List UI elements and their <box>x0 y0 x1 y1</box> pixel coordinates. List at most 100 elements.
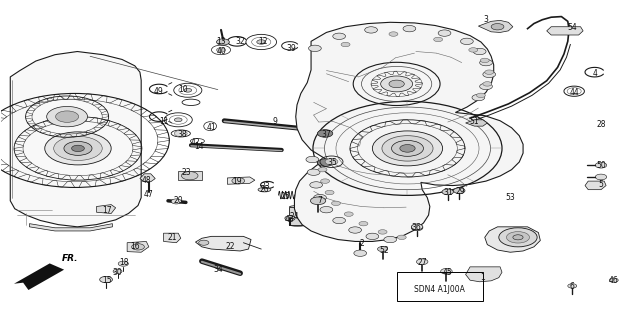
Circle shape <box>609 278 618 282</box>
Circle shape <box>320 206 333 213</box>
Circle shape <box>310 182 323 188</box>
Circle shape <box>184 88 191 92</box>
Circle shape <box>479 83 492 90</box>
Circle shape <box>285 216 295 221</box>
Circle shape <box>480 58 489 63</box>
Text: 54: 54 <box>568 23 577 32</box>
Circle shape <box>468 48 477 52</box>
Circle shape <box>232 178 244 184</box>
Text: SDN4 A1J00A: SDN4 A1J00A <box>414 285 465 294</box>
Polygon shape <box>178 171 202 180</box>
Text: 51: 51 <box>470 117 479 126</box>
Circle shape <box>397 235 406 240</box>
Text: 46: 46 <box>609 276 619 285</box>
Circle shape <box>132 244 145 250</box>
Circle shape <box>454 188 465 194</box>
Text: 36: 36 <box>411 223 420 232</box>
Circle shape <box>479 59 492 66</box>
Text: 44: 44 <box>570 88 579 97</box>
Circle shape <box>174 118 182 122</box>
Polygon shape <box>29 224 113 231</box>
Circle shape <box>308 45 321 51</box>
Circle shape <box>472 94 484 101</box>
Text: 39: 39 <box>286 44 296 53</box>
Text: 52: 52 <box>379 246 388 255</box>
Polygon shape <box>466 120 487 126</box>
Circle shape <box>476 93 485 98</box>
Polygon shape <box>466 267 502 282</box>
Text: 45: 45 <box>443 268 452 277</box>
Polygon shape <box>294 22 523 241</box>
Circle shape <box>257 40 266 44</box>
Circle shape <box>403 26 416 32</box>
Circle shape <box>483 71 495 78</box>
Circle shape <box>54 136 102 160</box>
Polygon shape <box>585 181 606 190</box>
Text: 43: 43 <box>285 215 295 224</box>
Text: 18: 18 <box>119 258 129 267</box>
Circle shape <box>325 159 338 165</box>
Circle shape <box>333 217 346 224</box>
Text: 13: 13 <box>216 38 226 47</box>
Text: 28: 28 <box>596 120 605 129</box>
Polygon shape <box>547 27 583 35</box>
Polygon shape <box>97 204 116 213</box>
Polygon shape <box>127 241 149 252</box>
Circle shape <box>483 82 492 86</box>
Circle shape <box>341 42 350 47</box>
Text: 17: 17 <box>102 206 112 215</box>
Circle shape <box>438 30 451 36</box>
Text: 49: 49 <box>154 87 163 96</box>
Polygon shape <box>484 227 540 252</box>
Circle shape <box>434 37 443 42</box>
Circle shape <box>118 261 129 266</box>
Text: 25: 25 <box>280 191 290 201</box>
Text: 16: 16 <box>130 242 140 251</box>
Circle shape <box>56 111 79 122</box>
Circle shape <box>412 225 423 231</box>
Polygon shape <box>10 51 141 227</box>
Text: 34: 34 <box>213 264 223 274</box>
Circle shape <box>484 70 493 74</box>
Circle shape <box>354 250 367 256</box>
Circle shape <box>47 107 88 127</box>
Text: 31: 31 <box>443 188 452 197</box>
Text: FR.: FR. <box>61 254 78 263</box>
Polygon shape <box>164 233 180 243</box>
Circle shape <box>181 172 198 180</box>
Circle shape <box>72 145 84 152</box>
Circle shape <box>372 131 443 166</box>
Polygon shape <box>289 207 306 225</box>
Circle shape <box>384 236 397 243</box>
Circle shape <box>145 175 153 179</box>
Text: 35: 35 <box>328 158 338 167</box>
Text: 40: 40 <box>216 47 226 56</box>
Circle shape <box>506 232 529 243</box>
Text: 3: 3 <box>484 15 488 24</box>
Circle shape <box>389 80 404 88</box>
Text: 24: 24 <box>290 212 300 221</box>
Text: 19: 19 <box>232 177 242 186</box>
Text: 26: 26 <box>260 185 269 194</box>
Text: 21: 21 <box>167 233 177 242</box>
Circle shape <box>216 39 229 45</box>
Circle shape <box>381 76 413 92</box>
Text: 29: 29 <box>456 187 465 196</box>
Circle shape <box>174 130 187 137</box>
Polygon shape <box>140 174 156 182</box>
Circle shape <box>318 167 327 172</box>
Text: 20: 20 <box>173 196 183 205</box>
Text: 4: 4 <box>592 69 597 78</box>
Circle shape <box>382 136 433 161</box>
Ellipse shape <box>258 188 271 192</box>
Circle shape <box>172 199 181 204</box>
Text: 38: 38 <box>178 130 188 138</box>
Bar <box>397 272 483 301</box>
Text: 15: 15 <box>102 276 112 285</box>
Text: 42: 42 <box>191 137 200 146</box>
Circle shape <box>412 224 423 230</box>
Text: 1: 1 <box>481 272 485 281</box>
Circle shape <box>317 130 333 137</box>
Circle shape <box>332 201 340 205</box>
Text: 12: 12 <box>258 38 268 47</box>
